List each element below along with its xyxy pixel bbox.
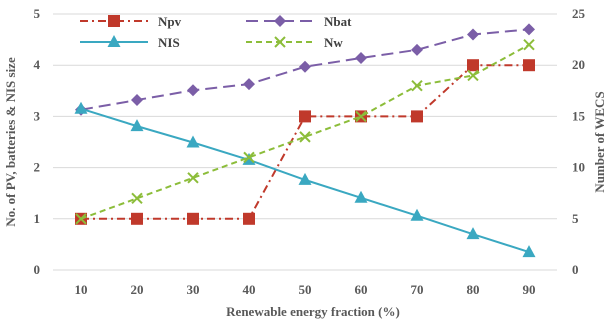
x-tick-label: 90: [523, 282, 536, 297]
legend-label: Npv: [158, 14, 182, 29]
x-tick-label: 10: [75, 282, 88, 297]
data-point: [107, 35, 121, 47]
data-point: [75, 213, 87, 225]
x-tick-label: 70: [411, 282, 424, 297]
data-point: [131, 212, 143, 225]
data-point: [108, 15, 120, 27]
x-tick-label: 20: [131, 282, 144, 297]
legend-label: Nbat: [324, 14, 352, 29]
y-tick-label: 0: [34, 262, 41, 277]
y2-tick-label: 0: [572, 262, 579, 277]
data-point: [523, 59, 535, 72]
data-point: [522, 245, 536, 258]
data-point: [299, 131, 311, 143]
data-point: [467, 59, 479, 72]
y2-tick-label: 15: [572, 108, 586, 123]
series-line-nbat: [80, 28, 530, 111]
data-point: [299, 110, 311, 123]
data-point: [131, 192, 143, 205]
x-tick-label: 40: [243, 282, 256, 297]
data-point: [243, 78, 255, 91]
series-line-npv: [81, 64, 529, 220]
data-point: [411, 110, 423, 123]
data-point: [410, 208, 424, 221]
data-point: [74, 101, 88, 114]
data-point: [411, 79, 423, 92]
y-tick-label: 3: [34, 108, 41, 123]
y-tick-label: 4: [34, 57, 41, 72]
data-point: [298, 172, 312, 185]
x-tick-label: 30: [187, 282, 200, 297]
data-point: [187, 84, 199, 97]
data-point: [130, 119, 144, 132]
y2-tick-label: 25: [572, 6, 586, 21]
data-point: [466, 227, 480, 240]
data-point: [467, 28, 479, 41]
x-axis-title: Renewable energy fraction (%): [226, 304, 400, 319]
y-axis-title: No. of PV, batteries & NIS size: [3, 57, 18, 227]
y-tick-label: 2: [34, 160, 41, 175]
data-point: [354, 190, 368, 203]
y-tick-label: 5: [34, 6, 41, 21]
legend: Npv Nbat NIS Nw: [80, 14, 352, 50]
data-point: [243, 212, 255, 225]
y-tick-label: 1: [34, 211, 41, 226]
data-point: [243, 151, 255, 164]
data-point: [523, 39, 535, 51]
y2-tick-label: 5: [572, 211, 579, 226]
data-point: [187, 212, 199, 225]
data-point: [299, 60, 311, 73]
x-tick-label: 50: [299, 282, 312, 297]
y2-tick-label: 10: [572, 160, 585, 175]
gridlines: [53, 13, 557, 271]
legend-label: NIS: [158, 35, 180, 50]
y2-axis-title: Number of WECS: [592, 91, 607, 192]
x-tick-label: 80: [467, 282, 480, 297]
data-point: [355, 52, 367, 65]
data-point: [274, 36, 286, 48]
series-group: [74, 23, 536, 258]
data-point: [274, 15, 286, 27]
data-point: [523, 23, 535, 36]
y2-tick-label: 20: [572, 57, 585, 72]
data-point: [411, 43, 423, 56]
legend-label: Nw: [324, 35, 343, 50]
data-point: [186, 135, 200, 148]
data-point: [467, 69, 479, 82]
x-tick-label: 60: [355, 282, 368, 297]
data-point: [131, 94, 143, 107]
data-point: [355, 110, 367, 123]
data-point: [187, 172, 199, 184]
